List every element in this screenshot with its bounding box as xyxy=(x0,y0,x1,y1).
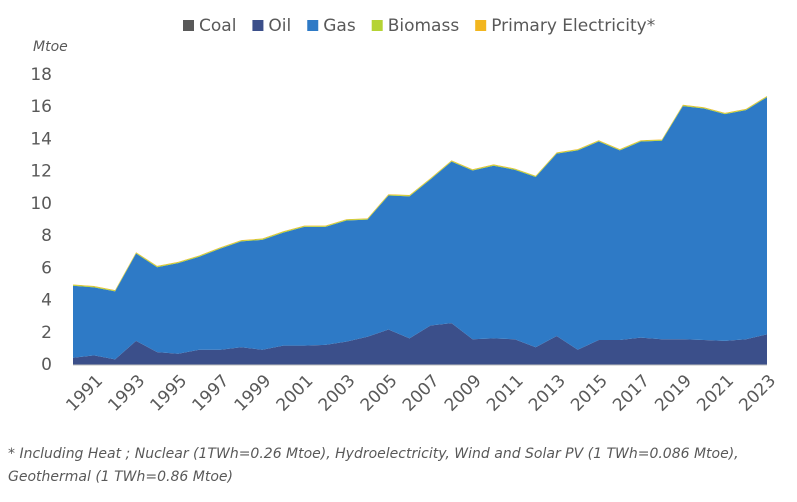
footnote: Geothermal (1 TWh=0.86 Mtoe) xyxy=(8,469,233,485)
legend-swatch xyxy=(371,20,383,31)
x-tick-label: 2013 xyxy=(525,371,570,416)
y-axis-label: Mtoe xyxy=(33,39,68,55)
x-tick-label: 2007 xyxy=(399,371,444,416)
x-tick-label: 2021 xyxy=(693,371,738,416)
x-tick-label: 2009 xyxy=(441,371,486,416)
y-tick-label: 10 xyxy=(30,194,52,214)
x-tick-label: 2019 xyxy=(651,371,696,416)
x-tick-label: 2017 xyxy=(609,371,654,416)
y-tick-label: 4 xyxy=(41,291,52,311)
x-tick-label: 1999 xyxy=(231,371,276,416)
legend-swatch xyxy=(307,20,319,31)
y-tick-label: 16 xyxy=(30,97,52,117)
legend-swatch xyxy=(252,20,264,31)
y-tick-label: 6 xyxy=(41,258,52,278)
area xyxy=(73,323,767,365)
y-tick-label: 0 xyxy=(41,355,52,375)
y-tick-label: 8 xyxy=(41,226,52,246)
y-tick-label: 18 xyxy=(30,65,52,85)
legend-swatch xyxy=(475,20,487,31)
x-tick-label: 1995 xyxy=(146,371,191,416)
y-tick-label: 12 xyxy=(30,162,52,182)
x-tick-label: 2023 xyxy=(735,371,780,416)
legend-swatch xyxy=(183,20,194,31)
footnote: * Including Heat ; Nuclear (1TWh=0.26 Mt… xyxy=(8,446,739,462)
area xyxy=(73,97,767,360)
x-tick-label: 2011 xyxy=(483,371,528,416)
x-tick-label: 2003 xyxy=(315,371,360,416)
legend-label: Biomass xyxy=(388,16,460,36)
x-tick-label: 2005 xyxy=(357,371,402,416)
x-tick-label: 2015 xyxy=(567,371,612,416)
x-tick-label: 1991 xyxy=(62,371,107,416)
legend-label: Gas xyxy=(323,16,356,36)
y-tick-label: 2 xyxy=(41,323,52,343)
y-tick-label: 14 xyxy=(30,129,52,149)
legend-label: Primary Electricity* xyxy=(491,16,655,36)
x-tick-label: 1997 xyxy=(189,371,234,416)
x-tick-label: 2001 xyxy=(273,371,318,416)
legend-label: Coal xyxy=(199,16,236,36)
legend-label: Oil xyxy=(268,16,291,36)
x-tick-label: 1993 xyxy=(104,371,149,416)
